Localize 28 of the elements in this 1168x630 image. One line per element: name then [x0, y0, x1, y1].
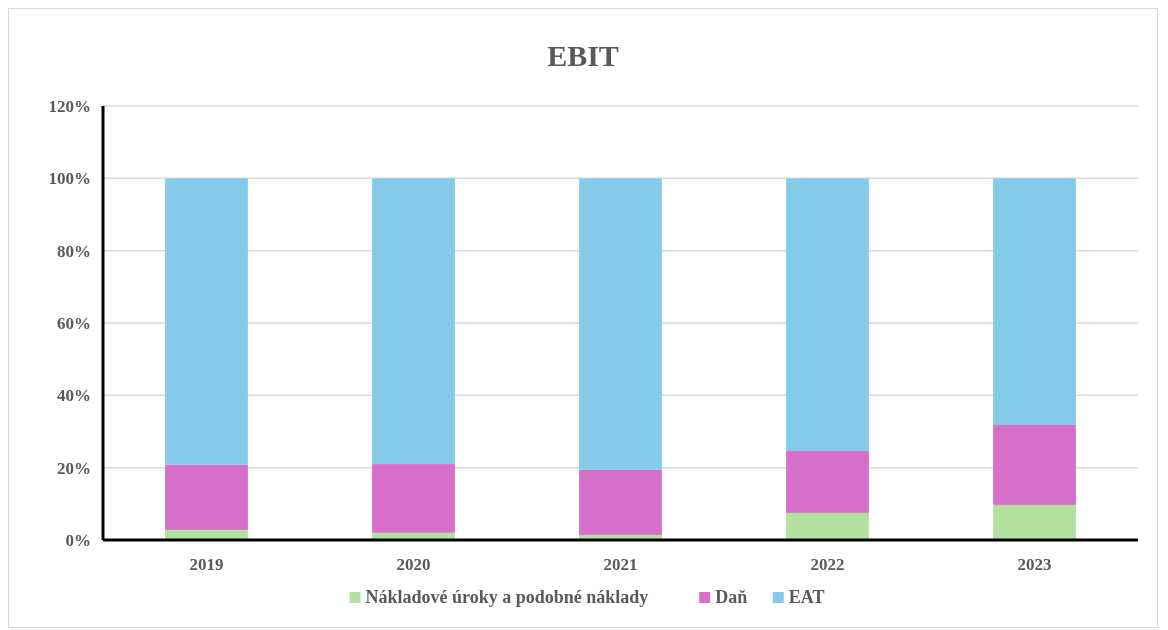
x-tick-label: 2021 — [603, 555, 638, 574]
chart-title: EBIT — [547, 39, 619, 72]
legend-label: Daň — [715, 587, 748, 607]
legend-label: EAT — [788, 587, 825, 607]
y-tick-label: 80% — [57, 241, 91, 261]
x-tick-label: 2022 — [810, 555, 845, 574]
y-tick-label: 120% — [48, 96, 91, 116]
bar — [372, 464, 455, 533]
bar — [579, 469, 662, 535]
y-tick-label: 100% — [48, 169, 91, 189]
y-tick-label: 0% — [65, 530, 91, 550]
bar — [165, 178, 248, 465]
bar — [993, 504, 1076, 540]
y-tick-label: 60% — [57, 313, 91, 333]
bar — [372, 178, 455, 465]
legend-label: Nákladové úroky a podobné náklady — [365, 587, 649, 607]
bar — [786, 512, 869, 540]
y-tick-label: 20% — [57, 458, 91, 478]
y-tick-label: 40% — [57, 386, 91, 406]
bar — [786, 451, 869, 513]
x-tick-label: 2019 — [189, 555, 224, 574]
bar — [993, 178, 1076, 425]
x-tick-label: 2020 — [396, 555, 431, 574]
bar — [579, 178, 662, 470]
bar — [786, 178, 869, 452]
x-tick-label: 2023 — [1017, 555, 1052, 574]
bar — [993, 424, 1076, 505]
bar — [165, 464, 248, 530]
